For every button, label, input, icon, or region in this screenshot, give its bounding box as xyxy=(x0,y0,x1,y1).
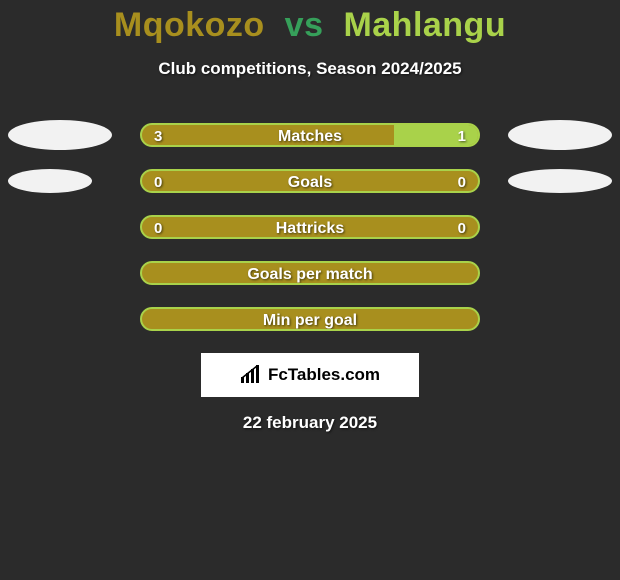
title-vs: vs xyxy=(285,6,324,44)
stat-row: Goals per match xyxy=(0,261,620,285)
stat-bar: Hattricks0 0 xyxy=(140,215,480,239)
stat-value-left: 0 xyxy=(154,171,162,193)
title-player2: Mahlangu xyxy=(343,6,506,44)
avatar-left xyxy=(8,169,92,193)
page-title: Mqokozo vs Mahlangu xyxy=(0,0,620,45)
date-text: 22 february 2025 xyxy=(0,413,620,433)
stat-bar: Matches31 xyxy=(140,123,480,147)
stat-label: Goals xyxy=(142,171,478,193)
stat-row: Goals0 0 xyxy=(0,169,620,193)
stat-value-right: 0 xyxy=(458,171,466,193)
stat-bar: Min per goal xyxy=(140,307,480,331)
stat-bar: Goals0 0 xyxy=(140,169,480,193)
bar-fill-right xyxy=(394,125,478,145)
subtitle: Club competitions, Season 2024/2025 xyxy=(0,59,620,79)
brand-text: FcTables.com xyxy=(268,365,380,385)
stat-label: Hattricks xyxy=(142,217,478,239)
stat-row: Hattricks0 0 xyxy=(0,215,620,239)
stat-rows: Matches31Goals00Hattricks00Goals per mat… xyxy=(0,123,620,331)
avatar-left xyxy=(8,120,112,150)
stat-value-left: 3 xyxy=(154,125,162,147)
avatar-right xyxy=(508,120,612,150)
stat-value-left: 0 xyxy=(154,217,162,239)
brand-box: FcTables.com xyxy=(201,353,419,397)
stat-row: Min per goal xyxy=(0,307,620,331)
stat-label: Min per goal xyxy=(142,309,478,331)
comparison-infographic: Mqokozo vs Mahlangu Club competitions, S… xyxy=(0,0,620,580)
stat-value-right: 0 xyxy=(458,217,466,239)
stat-row: Matches31 xyxy=(0,123,620,147)
title-player1: Mqokozo xyxy=(114,6,265,44)
avatar-right xyxy=(508,169,612,193)
chart-icon xyxy=(240,365,262,385)
stat-bar: Goals per match xyxy=(140,261,480,285)
stat-label: Goals per match xyxy=(142,263,478,285)
